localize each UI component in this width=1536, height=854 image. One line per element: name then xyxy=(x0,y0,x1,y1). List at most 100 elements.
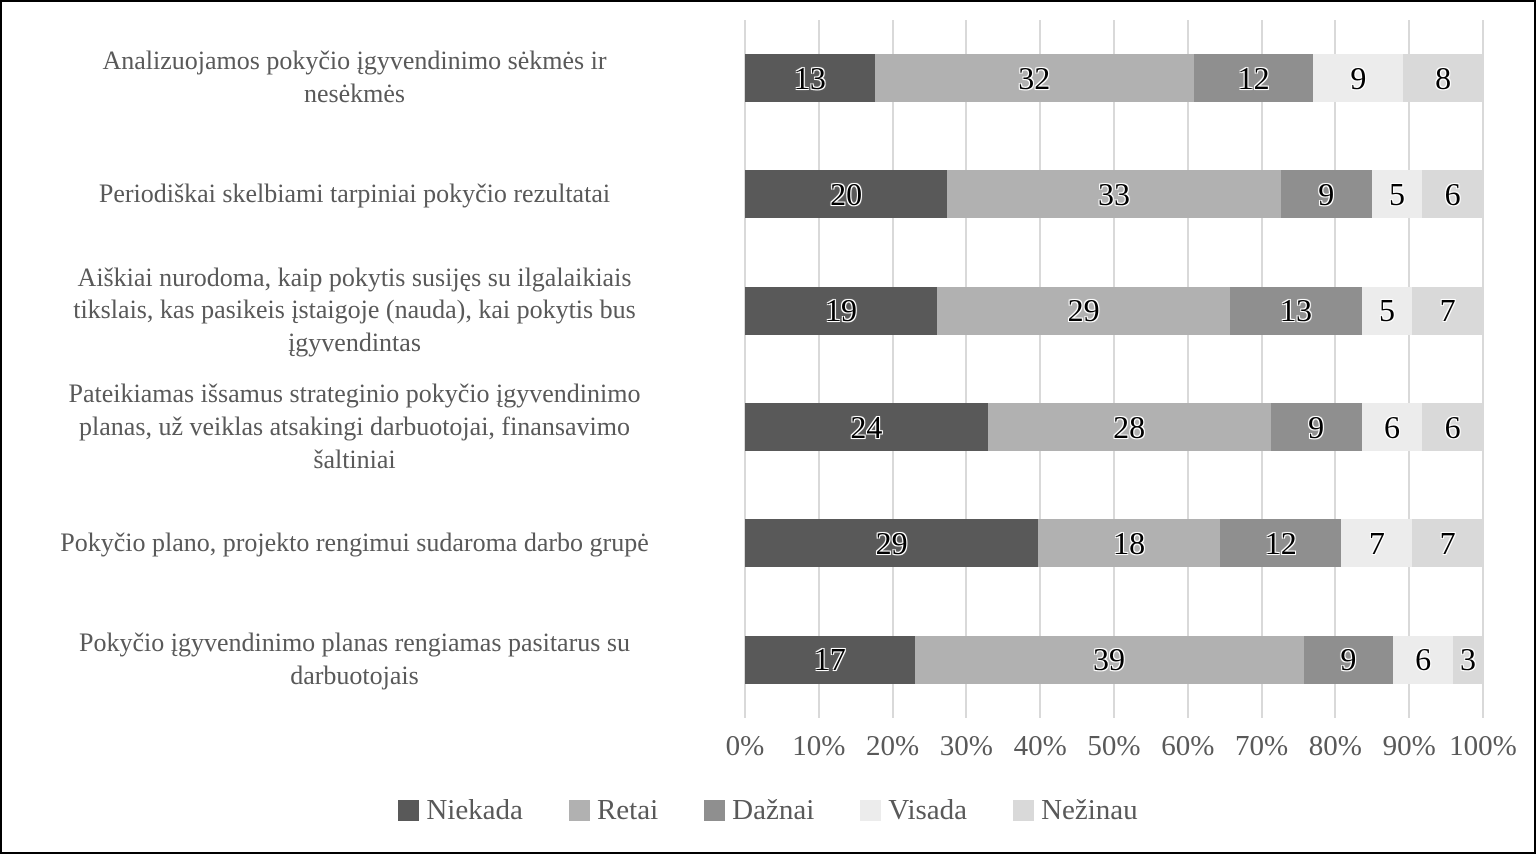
bar-segment-value: 24 xyxy=(850,408,883,445)
gridline-100% xyxy=(1482,20,1484,718)
bar-segment-value: 9 xyxy=(1318,175,1335,212)
bar-row: Analizuojamos pokyčio įgyvendinimo sėkmė… xyxy=(2,20,1483,136)
x-tick-label: 60% xyxy=(1161,730,1215,762)
category-label-line: šaltiniai xyxy=(313,444,396,474)
bar-segment-value: 13 xyxy=(793,59,826,96)
bar-segment-value: 6 xyxy=(1444,408,1461,445)
x-axis: 0% 10% 20% 30% 40% 50% 60% 70% 80% 90% 100% xyxy=(726,730,1517,772)
bar-segment-value: 19 xyxy=(825,292,858,329)
category-label-line: įgyvendintas xyxy=(288,328,421,358)
bar-segment-value: 29 xyxy=(875,524,908,561)
legend-label: Niekada xyxy=(426,794,523,826)
legend: Niekada Retai Dažnai Visada Nežinau xyxy=(2,794,1534,827)
bar-segment-visada: 7 xyxy=(1341,519,1413,568)
bar-segment-niekada: 20 xyxy=(745,170,948,219)
plot-rows: Analizuojamos pokyčio įgyvendinimo sėkmė… xyxy=(2,20,1484,718)
x-tick-label: 0% xyxy=(725,730,765,762)
x-tick-label: 20% xyxy=(866,730,920,762)
category-label-line: Pateikiamas išsamus strateginio pokyčio … xyxy=(68,379,641,409)
bar-row: Periodiškai skelbiami tarpiniai pokyčio … xyxy=(2,136,1483,252)
x-tick-label: 50% xyxy=(1087,730,1141,762)
category-label: Analizuojamos pokyčio įgyvendinimo sėkmė… xyxy=(2,45,707,111)
bar-segment-nezinau: 6 xyxy=(1422,403,1483,452)
bar-segment-niekada: 19 xyxy=(745,286,938,335)
category-label: Aiškiai nurodoma, kaip pokytis susijęs s… xyxy=(2,262,707,360)
x-tick-label: 30% xyxy=(939,730,993,762)
bar-segment-value: 5 xyxy=(1389,175,1406,212)
legend-item-niekada: Niekada xyxy=(398,794,523,827)
gridline-10% xyxy=(817,20,820,718)
legend-label: Dažnai xyxy=(732,794,815,826)
legend-label: Visada xyxy=(888,794,968,826)
bar-segment-visada: 5 xyxy=(1361,286,1413,335)
legend-label: Retai xyxy=(596,794,659,826)
legend-label: Nežinau xyxy=(1041,794,1138,826)
category-label: Pateikiamas išsamus strateginio pokyčio … xyxy=(2,378,707,476)
category-label-line: Analizuojamos pokyčio įgyvendinimo sėkmė… xyxy=(102,46,607,76)
bar-segment-nezinau: 7 xyxy=(1412,519,1483,568)
bar-segment-retai: 18 xyxy=(1038,519,1221,568)
bar-segment-value: 9 xyxy=(1308,408,1325,445)
category-label: Pokyčio plano, projekto rengimui sudarom… xyxy=(2,527,707,560)
legend-item-daznai: Dažnai xyxy=(704,794,814,827)
stacked-bar: 29 18 12 7 7 xyxy=(745,519,1483,568)
bar-segment-retai: 28 xyxy=(987,403,1271,452)
bar-segment-value: 13 xyxy=(1279,292,1312,329)
bar-segment-daznai: 9 xyxy=(1270,403,1362,452)
gridline-20% xyxy=(891,20,894,718)
x-tick-label: 100% xyxy=(1449,730,1517,762)
bar-segment-nezinau: 3 xyxy=(1453,635,1484,684)
stacked-bar: 17 39 9 6 3 xyxy=(745,635,1484,684)
bar-segment-daznai: 12 xyxy=(1193,54,1314,103)
gridline-90% xyxy=(1408,20,1411,718)
stacked-bar: 19 29 13 5 7 xyxy=(745,286,1483,335)
bar-segment-nezinau: 7 xyxy=(1412,286,1483,335)
bar-segment-niekada: 24 xyxy=(745,403,988,452)
x-tick-label: 70% xyxy=(1235,730,1289,762)
bar-segment-daznai: 12 xyxy=(1220,519,1342,568)
category-label-line: nesėkmės xyxy=(303,79,406,109)
gridline-40% xyxy=(1039,20,1042,718)
stacked-bar: 13 32 12 9 8 xyxy=(745,54,1483,103)
bar-segment-value: 32 xyxy=(1018,59,1051,96)
stacked-bar: 20 33 9 5 6 xyxy=(745,170,1483,219)
legend-swatch-icon xyxy=(704,800,726,821)
bar-row: Pateikiamas išsamus strateginio pokyčio … xyxy=(2,369,1483,485)
bar-segment-value: 8 xyxy=(1435,59,1452,96)
bar-segment-nezinau: 8 xyxy=(1403,54,1483,103)
bar-segment-visada: 6 xyxy=(1361,403,1423,452)
bar-segment-value: 18 xyxy=(1113,524,1146,561)
bar-segment-value: 6 xyxy=(1384,408,1400,445)
bar-segment-daznai: 13 xyxy=(1230,286,1362,335)
category-label-line: Periodiškai skelbiami tarpiniai pokyčio … xyxy=(98,179,611,209)
bar-segment-value: 5 xyxy=(1378,292,1395,329)
bar-segment-retai: 32 xyxy=(874,54,1194,103)
x-tick-label: 90% xyxy=(1382,730,1436,762)
bar-segment-visada: 9 xyxy=(1313,54,1404,103)
stacked-bar: 24 28 9 6 6 xyxy=(745,403,1483,452)
bar-segment-retai: 33 xyxy=(947,170,1281,219)
x-tick-label: 80% xyxy=(1308,730,1362,762)
category-label-line: planas, už veiklas atsakingi darbuotojai… xyxy=(79,411,630,441)
gridline-70% xyxy=(1260,20,1263,718)
bar-row: Aiškiai nurodoma, kaip pokytis susijęs s… xyxy=(2,253,1483,369)
gridline-0% xyxy=(744,20,746,718)
bar-segment-value: 12 xyxy=(1237,59,1270,96)
bar-segment-value: 28 xyxy=(1113,408,1146,445)
bar-segment-retai: 29 xyxy=(937,286,1231,335)
plot-gridlines xyxy=(744,20,1484,718)
legend-swatch-icon xyxy=(568,800,590,821)
bar-row: Pokyčio įgyvendinimo planas rengiamas pa… xyxy=(2,602,1484,718)
gridline-80% xyxy=(1334,20,1337,718)
bar-segment-value: 17 xyxy=(813,641,846,678)
category-label-line: Pokyčio plano, projekto rengimui sudarom… xyxy=(60,528,649,558)
bar-segment-value: 39 xyxy=(1093,641,1126,678)
gridline-60% xyxy=(1186,20,1189,718)
bar-segment-niekada: 17 xyxy=(745,635,915,684)
bar-segment-value: 7 xyxy=(1439,524,1456,561)
bar-segment-value: 3 xyxy=(1460,641,1477,678)
bar-segment-value: 20 xyxy=(830,175,863,212)
bar-segment-daznai: 9 xyxy=(1303,635,1394,684)
gridline-30% xyxy=(965,20,968,718)
